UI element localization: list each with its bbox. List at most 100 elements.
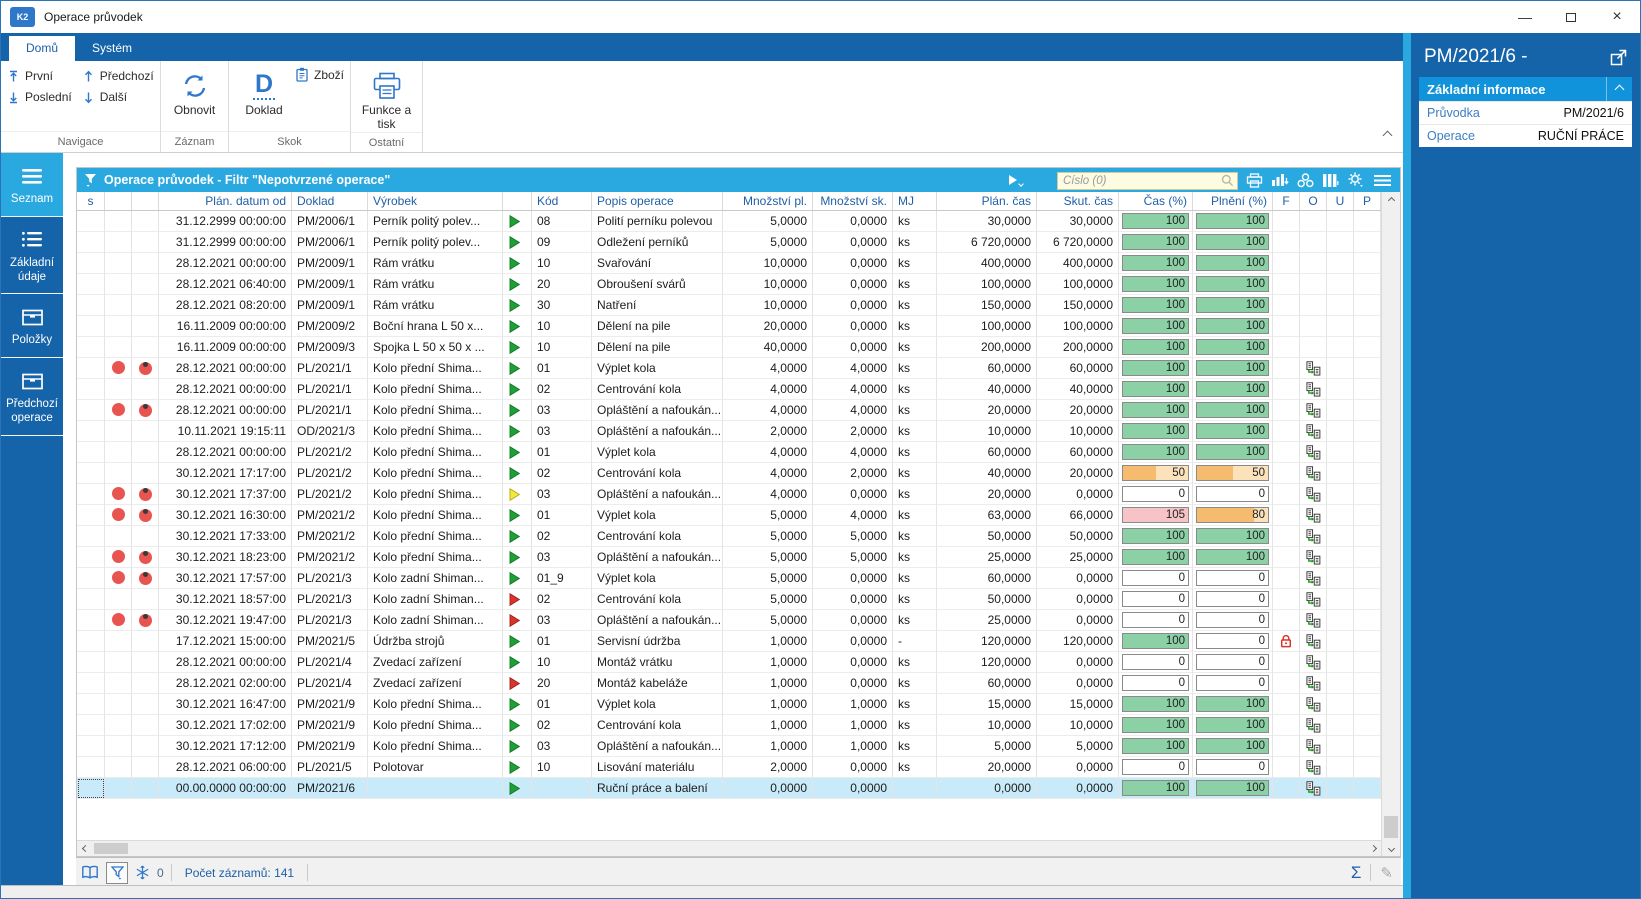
col-header-p[interactable]: P [1354,192,1381,210]
panel-divider[interactable] [1403,33,1411,898]
col-header-mnozstvi-sk[interactable]: Množství sk. [813,192,893,210]
col-header-flag1[interactable] [105,192,132,210]
table-row[interactable]: 28.12.2021 00:00:00 PM/2009/1 Rám vrátku… [77,253,1400,274]
grid-menu-button[interactable] [1373,174,1392,187]
sidebar-item-zakladni-udaje[interactable]: Základní údaje [1,217,63,295]
col-header-o[interactable]: O [1300,192,1327,210]
table-row[interactable]: 30.12.2021 17:02:00 PM/2021/9 Kolo předn… [77,715,1400,736]
vertical-scrollbar[interactable] [1381,192,1400,856]
cell-select[interactable] [77,631,105,652]
cell-select[interactable] [77,253,105,274]
run-filter-button[interactable] [1009,175,1024,187]
table-row[interactable]: 30.12.2021 17:12:00 PM/2021/9 Kolo předn… [77,736,1400,757]
cell-select[interactable] [77,442,105,463]
cell-select[interactable] [77,610,105,631]
table-row[interactable]: 16.11.2009 00:00:00 PM/2009/3 Spojka L 5… [77,337,1400,358]
col-header-arrow[interactable] [503,192,532,210]
settings-button[interactable] [1347,172,1365,188]
cell-select[interactable] [77,547,105,568]
table-row[interactable]: 17.12.2021 15:00:00 PM/2021/5 Údržba str… [77,631,1400,652]
columns-button[interactable] [1322,173,1339,188]
tab-domu[interactable]: Domů [9,36,76,61]
table-row[interactable]: 28.12.2021 08:20:00 PM/2009/1 Rám vrátku… [77,295,1400,316]
cell-select[interactable] [77,400,105,421]
filter-funnel-icon[interactable] [84,173,97,187]
chart-button[interactable] [1271,173,1289,187]
horizontal-scroll-thumb[interactable] [94,843,128,854]
ribbon-collapse-button[interactable] [1382,126,1393,144]
table-row[interactable]: 30.12.2021 16:30:00 PM/2021/2 Kolo předn… [77,505,1400,526]
cell-select[interactable] [77,652,105,673]
table-row[interactable]: 28.12.2021 02:00:00 PL/2021/4 Zvedací za… [77,673,1400,694]
col-header-f[interactable]: F [1273,192,1300,210]
cell-select[interactable] [77,568,105,589]
cell-select[interactable] [77,694,105,715]
table-row[interactable]: 28.12.2021 06:00:00 PL/2021/5 Polotovar … [77,757,1400,778]
col-header-mnozstvi-pl[interactable]: Množství pl. [723,192,813,210]
cell-select[interactable] [77,211,105,232]
cell-select[interactable] [77,421,105,442]
table-row[interactable]: 28.12.2021 00:00:00 PL/2021/1 Kolo předn… [77,400,1400,421]
cell-select[interactable] [77,295,105,316]
cell-select[interactable] [77,757,105,778]
col-header-plneni-pct[interactable]: Plnění (%) [1193,192,1273,210]
col-header-plan-datum[interactable]: Plán. datum od [159,192,292,210]
relations-button[interactable] [1297,172,1314,188]
table-row[interactable]: 00.00.0000 00:00:00 PM/2021/6 Ruční prác… [77,778,1400,799]
cell-select[interactable] [77,715,105,736]
vertical-scroll-thumb[interactable] [1384,816,1398,838]
table-row[interactable]: 10.11.2021 19:15:11 OD/2021/3 Kolo předn… [77,421,1400,442]
col-header-kod[interactable]: Kód [532,192,592,210]
next-button[interactable]: Další [82,90,154,104]
col-header-flag2[interactable] [132,192,159,210]
book-view-button[interactable] [81,865,99,880]
refresh-button[interactable]: Obnovit [167,65,222,131]
close-button[interactable]: × [1612,8,1622,25]
table-row[interactable]: 16.11.2009 00:00:00 PM/2009/2 Boční hran… [77,316,1400,337]
table-row[interactable]: 28.12.2021 00:00:00 PL/2021/1 Kolo předn… [77,379,1400,400]
col-header-u[interactable]: U [1327,192,1354,210]
tab-system[interactable]: Systém [92,41,133,55]
sum-button[interactable]: Σ [1350,862,1362,882]
cell-select[interactable] [77,673,105,694]
maximize-button[interactable] [1548,1,1594,33]
table-row[interactable]: 30.12.2021 18:23:00 PM/2021/2 Kolo předn… [77,547,1400,568]
cell-select[interactable] [77,778,105,799]
scroll-right-button[interactable] [1365,841,1381,856]
cell-select[interactable] [77,505,105,526]
sidebar-item-seznam[interactable]: Seznam [1,153,63,217]
cell-select[interactable] [77,358,105,379]
cell-select[interactable] [77,379,105,400]
search-input[interactable] [1057,171,1238,190]
table-row[interactable]: 30.12.2021 19:47:00 PL/2021/3 Kolo zadní… [77,610,1400,631]
doklad-button[interactable]: D Doklad [235,65,293,131]
col-header-mj[interactable]: MJ [893,192,937,210]
sidebar-item-polozky[interactable]: Položky [1,294,63,359]
collapse-section-button[interactable] [1606,77,1632,101]
table-row[interactable]: 28.12.2021 06:40:00 PM/2009/1 Rám vrátku… [77,274,1400,295]
col-header-popis[interactable]: Popis operace [592,192,723,210]
last-button[interactable]: Poslední [7,90,72,104]
table-row[interactable]: 30.12.2021 17:57:00 PL/2021/3 Kolo zadní… [77,568,1400,589]
col-header-plan-cas[interactable]: Plán. čas [937,192,1037,210]
table-row[interactable]: 31.12.2999 00:00:00 PM/2006/1 Perník pol… [77,211,1400,232]
col-header-cas-pct[interactable]: Čas (%) [1119,192,1193,210]
col-header-s[interactable]: s [77,192,105,210]
table-row[interactable]: 28.12.2021 00:00:00 PL/2021/2 Kolo předn… [77,442,1400,463]
freeze-icon[interactable] [135,865,150,880]
table-row[interactable]: 31.12.2999 00:00:00 PM/2006/1 Perník pol… [77,232,1400,253]
col-header-vyrobek[interactable]: Výrobek [368,192,503,210]
col-header-doklad[interactable]: Doklad [292,192,368,210]
funkce-a-tisk-button[interactable]: Funkce a tisk [358,65,416,132]
zbozi-button[interactable]: Zboží [295,67,344,82]
table-row[interactable]: 28.12.2021 00:00:00 PL/2021/4 Zvedací za… [77,652,1400,673]
first-button[interactable]: První [7,69,72,83]
col-header-skut-cas[interactable]: Skut. čas [1037,192,1119,210]
table-row[interactable]: 30.12.2021 17:17:00 PL/2021/2 Kolo předn… [77,463,1400,484]
scroll-down-button[interactable] [1382,840,1400,856]
popout-button[interactable] [1609,48,1628,67]
active-filter-button[interactable] [106,861,128,884]
sidebar-item-predchozi-operace[interactable]: Předchozí operace [1,358,63,436]
cell-select[interactable] [77,274,105,295]
horizontal-scrollbar[interactable] [77,840,1381,856]
